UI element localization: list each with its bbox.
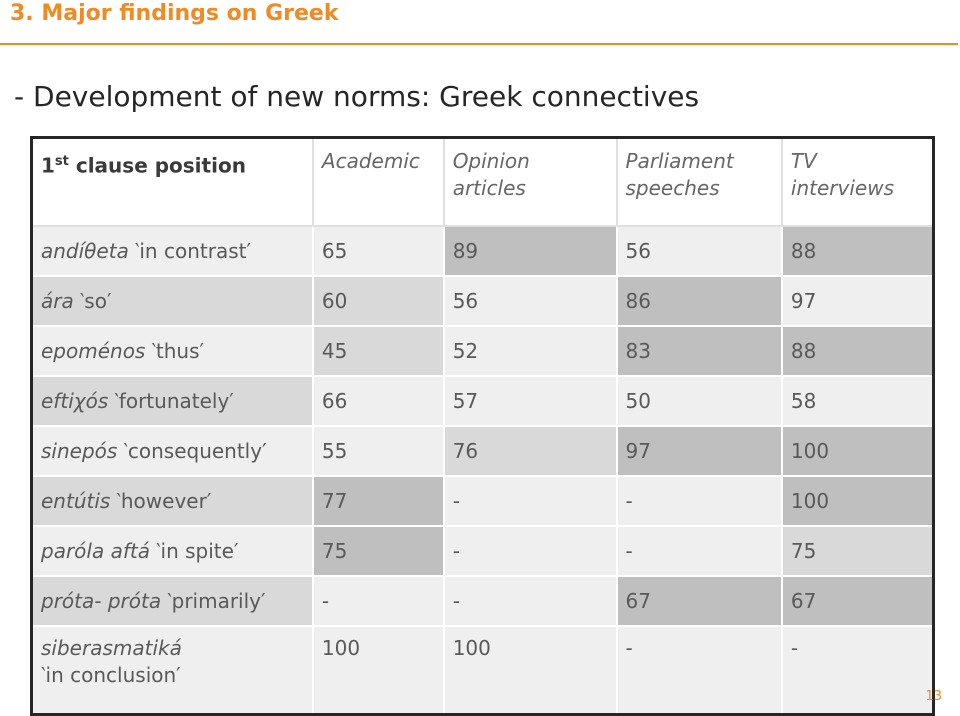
header-clause-position: 1st clause position	[30, 136, 314, 227]
cell-tv: 75	[780, 525, 935, 577]
row-label: eftiχós ‵fortunately′	[30, 375, 314, 427]
slide-subtitle: - Development of new norms: Greek connec…	[14, 80, 700, 113]
connective-term: andíθeta	[41, 239, 129, 263]
cell-parliament: 56	[615, 225, 783, 277]
row-label: paróla aftá ‵in spite′	[30, 525, 314, 577]
cell-opinion: -	[442, 525, 618, 577]
connective-term: siberasmatiká	[41, 636, 182, 660]
cell-opinion: 52	[442, 325, 618, 377]
cell-academic: 45	[311, 325, 445, 377]
connective-gloss: ‵thus′	[151, 339, 205, 363]
header-opinion-articles: Opinion articles	[442, 136, 618, 227]
header-parliament-speeches: Parliament speeches	[615, 136, 783, 227]
header-academic: Academic	[311, 136, 445, 227]
table-row: entútis ‵however′ 77 - - 100	[30, 475, 935, 527]
header-tv-interviews: TV interviews	[780, 136, 935, 227]
table-row: ára ‵so′ 60 56 86 97	[30, 275, 935, 327]
cell-academic: 65	[311, 225, 445, 277]
connective-gloss: ‵in spite′	[155, 539, 239, 563]
cell-parliament: 97	[615, 425, 783, 477]
row-label: sinepós ‵consequently′	[30, 425, 314, 477]
connective-gloss: ‵however′	[116, 489, 212, 513]
cell-parliament: -	[615, 625, 783, 716]
cell-tv: 58	[780, 375, 935, 427]
cell-academic: 55	[311, 425, 445, 477]
cell-parliament: 86	[615, 275, 783, 327]
cell-opinion: 57	[442, 375, 618, 427]
row-label: ára ‵so′	[30, 275, 314, 327]
cell-tv: 67	[780, 575, 935, 627]
cell-opinion: 100	[442, 625, 618, 716]
table-row: siberasmatiká ‵in conclusion′ 100 100 - -	[30, 625, 935, 716]
cell-parliament: -	[615, 475, 783, 527]
connective-term: próta- próta	[41, 589, 162, 613]
cell-tv: 88	[780, 225, 935, 277]
cell-opinion: 76	[442, 425, 618, 477]
cell-parliament: -	[615, 525, 783, 577]
row-label: andíθeta ‵in contrast′	[30, 225, 314, 277]
cell-parliament: 67	[615, 575, 783, 627]
cell-tv: -	[780, 625, 935, 716]
cell-tv: 100	[780, 425, 935, 477]
connective-term: epoménos	[41, 339, 146, 363]
cell-opinion: 89	[442, 225, 618, 277]
cell-opinion: -	[442, 475, 618, 527]
cell-academic: 66	[311, 375, 445, 427]
connective-term: ára	[41, 289, 74, 313]
table-header-row: 1st clause position Academic Opinion art…	[30, 136, 935, 227]
title-divider	[0, 43, 958, 45]
cell-opinion: -	[442, 575, 618, 627]
cell-tv: 88	[780, 325, 935, 377]
cell-tv: 97	[780, 275, 935, 327]
table-row: andíθeta ‵in contrast′ 65 89 56 88	[30, 225, 935, 277]
row-label: próta- próta ‵primarily′	[30, 575, 314, 627]
header-clause-text: clause position	[68, 153, 246, 178]
cell-academic: 75	[311, 525, 445, 577]
connective-gloss: ‵consequently′	[123, 439, 267, 463]
table-row: próta- próta ‵primarily′ - - 67 67	[30, 575, 935, 627]
header-clause-ordinal: st	[54, 154, 69, 169]
header-clause-number: 1	[41, 153, 55, 178]
connective-gloss: ‵in contrast′	[134, 239, 252, 263]
cell-academic: 100	[311, 625, 445, 716]
table-row: eftiχós ‵fortunately′ 66 57 50 58	[30, 375, 935, 427]
row-label: entútis ‵however′	[30, 475, 314, 527]
connective-gloss: ‵fortunately′	[114, 389, 234, 413]
cell-opinion: 56	[442, 275, 618, 327]
cell-parliament: 50	[615, 375, 783, 427]
connectives-table: 1st clause position Academic Opinion art…	[30, 136, 935, 716]
cell-academic: -	[311, 575, 445, 627]
connective-term: entútis	[41, 489, 111, 513]
cell-parliament: 83	[615, 325, 783, 377]
cell-tv: 100	[780, 475, 935, 527]
connective-term: eftiχós	[41, 389, 109, 413]
table-row: paróla aftá ‵in spite′ 75 - - 75	[30, 525, 935, 577]
connective-gloss: ‵in conclusion′	[41, 663, 181, 687]
table-row: epoménos ‵thus′ 45 52 83 88	[30, 325, 935, 377]
row-label: siberasmatiká ‵in conclusion′	[30, 625, 314, 716]
table-row: sinepós ‵consequently′ 55 76 97 100	[30, 425, 935, 477]
connective-gloss: ‵primarily′	[167, 589, 266, 613]
row-label: epoménos ‵thus′	[30, 325, 314, 377]
slide-title: 3. Major findings on Greek	[10, 1, 339, 26]
connective-term: paróla aftá	[41, 539, 150, 563]
cell-academic: 77	[311, 475, 445, 527]
page-number: 13	[925, 689, 942, 704]
connective-term: sinepós	[41, 439, 118, 463]
cell-academic: 60	[311, 275, 445, 327]
connective-gloss: ‵so′	[79, 289, 112, 313]
